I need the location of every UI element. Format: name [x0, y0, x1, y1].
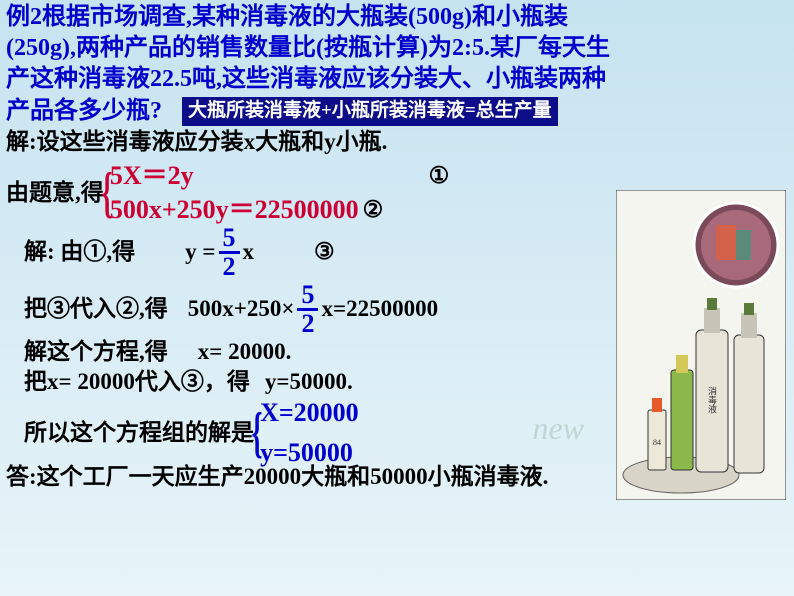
frac-den: 2 [219, 254, 240, 280]
problem-line-4: 产品各多少瓶? [6, 96, 162, 127]
disinfectant-illustration: 84 消毒液 [616, 190, 786, 500]
step2-pre: 把③代入②,得 [24, 294, 168, 324]
step3-val: x= 20000. [198, 337, 292, 367]
from-text: 由题意,得 [6, 178, 104, 208]
fraction-1: 5 2 [219, 225, 240, 280]
svg-text:84: 84 [653, 438, 661, 447]
step3-pre: 解这个方程,得 [24, 337, 168, 367]
step2-post: x=22500000 [321, 294, 438, 324]
step2-mid: 500x+250× [188, 294, 295, 324]
problem-line-4-row: 产品各多少瓶? 大瓶所装消毒液+小瓶所装消毒液=总生产量 [6, 96, 788, 127]
step4-val: y=50000. [265, 367, 353, 397]
circled-3: ③ [314, 237, 335, 267]
frac2-num: 5 [297, 282, 318, 311]
fraction-2: 5 2 [297, 282, 318, 337]
svg-text:消毒液: 消毒液 [707, 385, 717, 414]
step4-pre: 把x= 20000代入③，得 [24, 367, 250, 397]
frac2-den: 2 [297, 311, 318, 337]
problem-line-3: 产这种消毒液22.5吨,这些消毒液应该分装大、小瓶装两种 [6, 64, 788, 95]
equation-2: 500x+250y＝22500000 [110, 193, 359, 227]
hint-box: 大瓶所装消毒液+小瓶所装消毒液=总生产量 [182, 97, 558, 126]
frac-num: 5 [219, 225, 240, 254]
brace-solution-icon: { [252, 397, 263, 470]
problem-line-2: (250g),两种产品的销售数量比(按瓶计算)为2:5.某厂每天生 [6, 33, 788, 64]
problem-line-1: 例2根据市场调查,某种消毒液的大瓶装(500g)和小瓶装 [6, 2, 788, 33]
circled-2: ② [363, 195, 384, 225]
setup-line: 解:设这些消毒液应分装x大瓶和y小瓶. [6, 127, 788, 157]
equation-1: 5X＝2y [110, 159, 194, 193]
solution-x: X=20000 [260, 396, 359, 430]
step5-text: 所以这个方程组的解是 [24, 418, 254, 448]
watermark-text: new [532, 410, 584, 447]
brace-icon: { [101, 157, 112, 230]
circled-1: ① [429, 161, 450, 191]
step1-pre: 解: 由①,得 [24, 237, 135, 267]
step1-y: y = [185, 237, 215, 267]
step1-x: x [243, 237, 255, 267]
